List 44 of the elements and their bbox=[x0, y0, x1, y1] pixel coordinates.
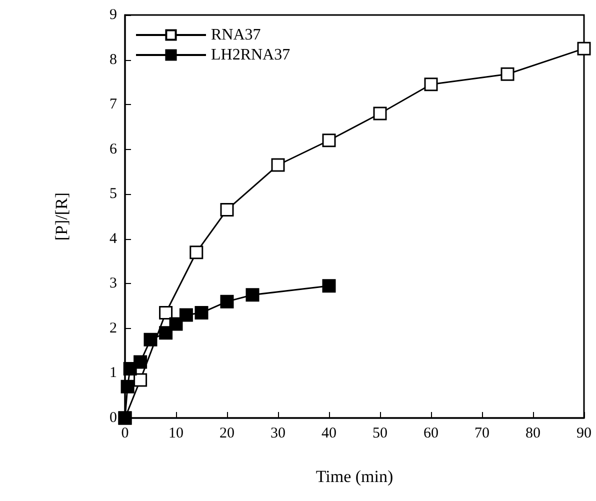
point bbox=[424, 78, 438, 92]
y-tick-label: 7 bbox=[110, 96, 118, 113]
point bbox=[144, 332, 158, 346]
x-tick-label: 80 bbox=[526, 426, 540, 442]
point bbox=[577, 42, 591, 56]
point bbox=[194, 306, 208, 320]
point bbox=[159, 306, 173, 320]
point bbox=[134, 373, 148, 387]
point bbox=[169, 317, 183, 331]
y-axis-title: [P]/[R] bbox=[52, 192, 71, 241]
x-axis-title: Time (min) bbox=[316, 467, 394, 486]
point bbox=[190, 246, 204, 260]
point bbox=[220, 203, 234, 217]
y-tick-label: 0 bbox=[110, 410, 117, 426]
point bbox=[220, 294, 234, 308]
x-tick-label: 30 bbox=[270, 426, 286, 442]
point bbox=[500, 67, 514, 81]
x-tick-label: 20 bbox=[220, 426, 234, 442]
point bbox=[179, 308, 193, 322]
point bbox=[271, 158, 285, 172]
point bbox=[322, 279, 336, 293]
y-tick-label: 1 bbox=[110, 365, 117, 382]
y-tick-label: 8 bbox=[110, 52, 117, 68]
y-tick-label: 3 bbox=[110, 276, 117, 292]
point bbox=[159, 326, 173, 340]
y-tick-label: 4 bbox=[110, 230, 118, 247]
x-tick-label: 10 bbox=[168, 426, 184, 442]
legend-label: LH2RNA37 bbox=[211, 46, 290, 64]
y-tick-label: 2 bbox=[110, 320, 117, 336]
point bbox=[120, 380, 134, 394]
point bbox=[373, 106, 387, 120]
y-tick-label: 5 bbox=[110, 186, 117, 202]
point bbox=[134, 355, 148, 369]
point bbox=[246, 288, 260, 302]
y-tick-label: 9 bbox=[110, 7, 117, 23]
x-tick-label: 90 bbox=[576, 426, 592, 442]
point bbox=[322, 134, 336, 148]
x-tick-label: 70 bbox=[474, 426, 490, 442]
x-tick-label: 40 bbox=[322, 426, 336, 442]
y-tick-label: 6 bbox=[110, 141, 118, 158]
x-tick-label: 0 bbox=[121, 426, 129, 442]
x-tick-label: 50 bbox=[372, 426, 388, 442]
x-tick-label: 60 bbox=[424, 426, 438, 442]
legend-label: RNA37 bbox=[211, 26, 261, 44]
